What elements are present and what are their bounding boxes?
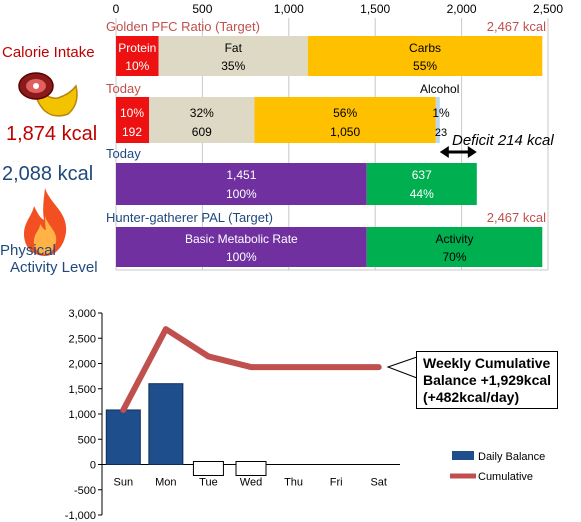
segment-name-label: Fat xyxy=(225,41,243,55)
segment-pct-label: 32% xyxy=(190,106,214,120)
daily-balance-bar xyxy=(105,409,141,465)
daily-balance-bar xyxy=(235,461,267,476)
y-tick-label: 1,000 xyxy=(68,409,96,421)
x-category-label: Mon xyxy=(155,477,176,489)
x-tick-label: 1,000 xyxy=(274,2,304,16)
segment-kcal-label: 1,451 xyxy=(226,168,256,182)
bar-segment-carbs xyxy=(307,36,543,76)
expenditure-value: 2,088 kcal xyxy=(2,163,94,185)
bar-segment-bmr xyxy=(116,163,367,205)
segment-kcal-label: 192 xyxy=(122,125,142,139)
segment-pct-label: 56% xyxy=(333,106,357,120)
x-tick-label: 1,500 xyxy=(360,2,390,16)
segment-pct-label: 44% xyxy=(410,187,434,201)
segment-kcal-label: 637 xyxy=(412,168,432,182)
y-tick-label: -1,000 xyxy=(65,510,96,522)
segment-pct-label: 100% xyxy=(226,250,257,264)
row-label: Hunter-gatherer PAL (Target) xyxy=(106,210,273,225)
segment-pct-label: 10% xyxy=(125,59,149,73)
x-category-label: Thu xyxy=(284,477,303,489)
y-tick-label: 1,500 xyxy=(68,384,96,396)
row-label: Today xyxy=(106,81,141,96)
segment-pct-label: 10% xyxy=(120,106,144,120)
segment-pct-label: 35% xyxy=(221,59,245,73)
segment-kcal-label: 1,050 xyxy=(330,125,360,139)
bar-segment-bmr xyxy=(116,227,367,267)
bar-segment-fat xyxy=(149,97,255,143)
row-total-label: 2,467 kcal xyxy=(487,210,546,225)
segment-name-label: Protein xyxy=(118,41,156,55)
y-tick-label: -500 xyxy=(74,485,96,497)
segment-pct-label: 70% xyxy=(442,250,466,264)
bar-segment-carbs xyxy=(254,97,436,143)
y-tick-label: 2,500 xyxy=(68,333,96,345)
x-category-label: Wed xyxy=(240,477,262,489)
deficit-arrowhead-left xyxy=(439,146,449,158)
calorie-balance-chart: 0 500 1,000 1,500 2,000 2,500 Golden PFC Ratio… xyxy=(106,2,563,271)
segment-name-label: Carbs xyxy=(409,41,441,55)
callout-line3: (+482kcal/day) xyxy=(423,389,520,405)
flame-icon xyxy=(18,186,72,258)
segment-pct-label: 55% xyxy=(413,59,437,73)
x-tick-label: 500 xyxy=(192,2,212,16)
bar-segment-protein xyxy=(116,36,159,76)
legend-cumulative-label: Cumulative xyxy=(478,471,533,483)
x-tick-label: 0 xyxy=(113,2,120,16)
legend-daily-balance-label: Daily Balance xyxy=(478,451,545,463)
x-tick-label: 2,500 xyxy=(533,2,563,16)
segment-name-label: Basic Metabolic Rate xyxy=(185,232,298,246)
x-category-label: Fri xyxy=(330,477,343,489)
alcohol-name-label: Alcohol xyxy=(420,82,459,96)
y-tick-label: 0 xyxy=(90,460,96,472)
calorie-intake-label: Calorie Intake xyxy=(2,44,95,61)
activity-label-line2: Activity Level xyxy=(10,259,98,276)
x-category-label: Tue xyxy=(199,477,218,489)
x-tick-label: 2,000 xyxy=(447,2,477,16)
deficit-label: Deficit 214 kcal xyxy=(452,132,554,149)
cumulative-line xyxy=(120,326,382,413)
y-tick-label: 2,000 xyxy=(68,359,96,371)
meat-and-banana-icon xyxy=(10,64,80,124)
bar-segment-fat xyxy=(158,36,308,76)
segment-kcal-label: 23 xyxy=(435,127,447,139)
bar-segment-alcohol xyxy=(435,97,440,143)
daily-balance-bar xyxy=(148,383,184,466)
y-tick-label: 3,000 xyxy=(68,308,96,320)
deficit-arrowhead-right xyxy=(467,146,477,158)
bar-segment-protein xyxy=(116,97,150,143)
weekly-cumulative-callout: Weekly Cumulative Balance +1,929kcal (+4… xyxy=(416,351,558,409)
segment-pct-label: 100% xyxy=(226,187,257,201)
activity-label-line1: Physical xyxy=(0,242,56,259)
callout-line1: Weekly Cumulative xyxy=(423,355,551,371)
callout-pointer xyxy=(386,356,418,379)
segment-pct-label: 1% xyxy=(432,106,450,120)
bar-segment-activity xyxy=(366,227,543,267)
segment-name-label: Activity xyxy=(436,232,474,246)
callout-line2: Balance +1,929kcal xyxy=(423,372,552,388)
row-total-label: 2,467 kcal xyxy=(487,19,546,34)
x-category-label: Sun xyxy=(113,477,133,489)
row-label: Golden PFC Ratio (Target) xyxy=(106,19,260,34)
daily-balance-bar xyxy=(192,461,224,476)
row-label: Today xyxy=(106,146,141,161)
bar-segment-activity xyxy=(366,163,477,205)
y-tick-label: 500 xyxy=(78,434,96,446)
segment-kcal-label: 609 xyxy=(192,125,212,139)
intake-value: 1,874 kcal xyxy=(6,123,98,145)
legend-daily-balance-swatch xyxy=(452,451,474,460)
x-category-label: Sat xyxy=(370,477,387,489)
